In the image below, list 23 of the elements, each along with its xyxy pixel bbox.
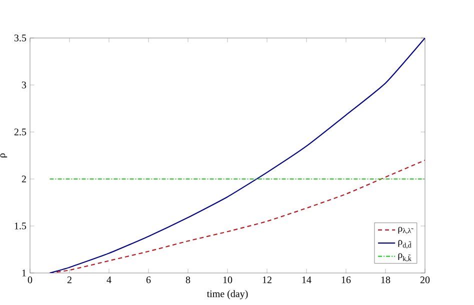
y-tick-label: 2 [22, 176, 26, 182]
x-tick-label: 20 [420, 276, 430, 284]
y-tick-label: 3.5 [14, 34, 26, 42]
x-tick-label: 8 [186, 276, 190, 284]
legend-label: ρ$_{k,k̃}$ [398, 253, 412, 262]
x-axis-title: time (day) [206, 290, 248, 300]
x-tick-label: 12 [262, 276, 272, 284]
x-tick-label: 18 [381, 276, 390, 284]
legend-label: ρ$_{d,d̃}$ [398, 240, 412, 249]
y-axis-title: ρ [0, 153, 8, 158]
line-series [49, 38, 425, 273]
x-tick-label: 14 [302, 276, 312, 284]
x-tick-label: 16 [342, 276, 351, 284]
x-tick-label: 10 [223, 276, 232, 284]
y-tick-label: 1 [22, 270, 26, 276]
x-tick-label: 6 [146, 276, 151, 284]
x-tick-label: 2 [67, 276, 72, 284]
y-tick-label: 2.5 [14, 128, 26, 136]
legend-label: ρ$_{λ,λ̃}$ [398, 226, 414, 234]
x-tick-label: 4 [106, 276, 112, 284]
y-tick-label: 3 [22, 82, 26, 88]
x-tick-label: 0 [28, 276, 32, 284]
y-tick-label: 1.5 [14, 222, 26, 230]
